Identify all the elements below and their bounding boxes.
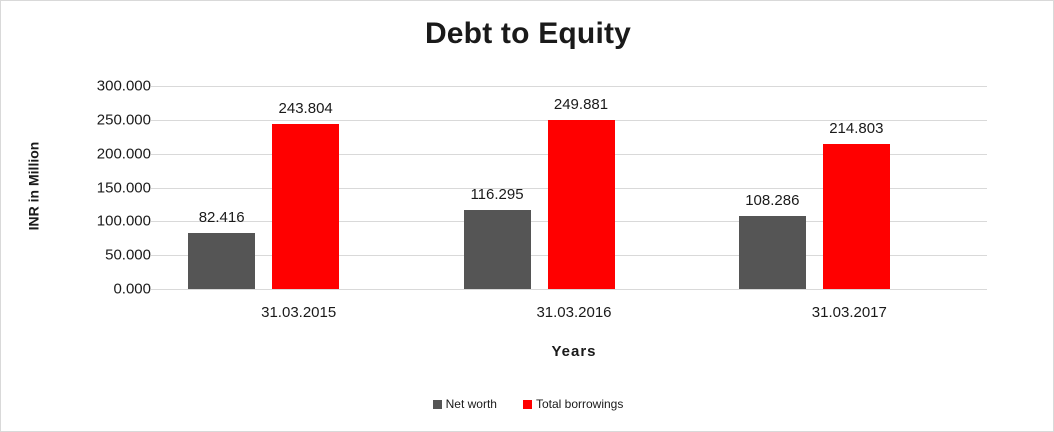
legend-item-total-borrowings[interactable]: Total borrowings: [522, 397, 624, 411]
y-axis-tick-label: 250.000: [96, 111, 151, 129]
bar-net-worth-31.03.2017[interactable]: [738, 215, 806, 289]
legend-item-net-worth[interactable]: Net worth: [432, 397, 497, 411]
legend-label: Total borrowings: [535, 397, 624, 411]
bar-total-borrowings-31.03.2017[interactable]: [822, 143, 890, 289]
bar-value-label: 116.295: [470, 186, 524, 204]
y-axis-tick-label: 100.000: [96, 212, 151, 230]
x-axis-tick-label: 31.03.2017: [811, 304, 887, 321]
bar-value-label: 82.416: [198, 209, 245, 227]
bar-value-label: 108.286: [745, 191, 800, 209]
gridline: [151, 86, 987, 87]
x-axis-tick-label: 31.03.2016: [536, 304, 612, 321]
x-axis-title: Years: [551, 343, 597, 360]
y-axis-title: INR in Million: [21, 111, 45, 261]
chart-title: Debt to Equity: [424, 17, 632, 50]
y-axis-tick-label: 200.000: [96, 145, 151, 163]
bar-value-label: 249.881: [553, 95, 609, 113]
plot-area: 82.416 243.804 116.295 249.881 108.286 214.80…: [151, 86, 987, 290]
legend-swatch-icon: [522, 399, 532, 409]
x-axis-tick-label: 31.03.2015: [261, 304, 337, 321]
y-axis-tick-label: 300.000: [96, 77, 151, 95]
y-axis-tick-label: 0.000: [113, 280, 151, 298]
y-axis-title-label: INR in Million: [25, 141, 41, 231]
x-axis-line: [151, 289, 987, 290]
legend-label: Net worth: [445, 397, 497, 411]
chart-legend: Net worth Total borrowings: [1, 397, 1053, 411]
y-axis-tick-labels: 300.000 250.000 200.000 150.000 100.000 50.00…: [61, 78, 151, 298]
bar-value-label: 243.804: [278, 100, 333, 118]
bar-net-worth-31.03.2016[interactable]: [463, 210, 531, 289]
legend-swatch-icon: [432, 399, 442, 409]
bar-net-worth-31.03.2015[interactable]: [188, 233, 256, 289]
y-axis-tick-label: 150.000: [96, 179, 151, 196]
y-axis-tick-label: 50.000: [105, 246, 151, 264]
bar-total-borrowings-31.03.2015[interactable]: [272, 124, 340, 289]
bar-total-borrowings-31.03.2016[interactable]: [547, 119, 615, 289]
bar-value-label: 214.803: [829, 119, 884, 137]
